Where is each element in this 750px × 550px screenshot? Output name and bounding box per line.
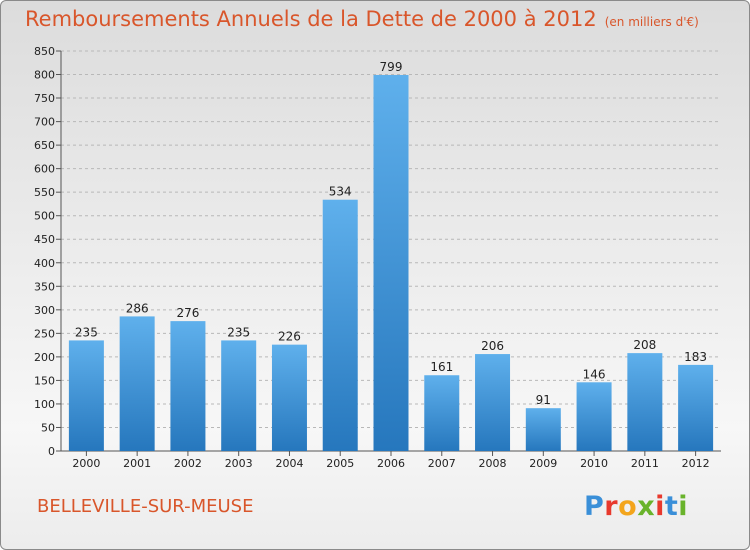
y-tick-label: 200 — [34, 351, 55, 364]
bar-2006 — [373, 75, 409, 451]
y-tick-label: 400 — [34, 257, 55, 270]
y-tick-label: 350 — [34, 280, 55, 293]
bar-2007 — [424, 375, 460, 451]
data-label-2008: 206 — [481, 339, 504, 353]
x-tick-label-2009: 2009 — [529, 457, 557, 470]
commune-name: BELLEVILLE-SUR-MEUSE — [37, 496, 254, 517]
logo-letter: o — [618, 491, 638, 522]
bar-2009 — [525, 408, 561, 451]
bar-2003 — [221, 340, 257, 451]
data-label-2010: 146 — [583, 367, 606, 381]
y-tick-label: 850 — [34, 45, 55, 58]
data-label-2003: 235 — [227, 325, 250, 339]
y-tick-label: 500 — [34, 210, 55, 223]
x-tick-label-2011: 2011 — [631, 457, 659, 470]
y-tick-label: 800 — [34, 69, 55, 82]
unit-text: (en milliers d'€) — [604, 15, 699, 29]
bar-2004 — [271, 344, 307, 451]
bar-2001 — [119, 316, 155, 451]
y-tick-label: 0 — [48, 445, 55, 458]
logo-letter: x — [637, 491, 656, 522]
x-tick-label-2008: 2008 — [479, 457, 507, 470]
logo-letter: i — [678, 491, 689, 522]
data-label-2002: 276 — [176, 306, 199, 320]
x-tick-label-2010: 2010 — [580, 457, 608, 470]
y-tick-label: 100 — [34, 398, 55, 411]
x-tick-label-2003: 2003 — [225, 457, 253, 470]
data-label-2001: 286 — [126, 301, 149, 315]
x-tick-label-2002: 2002 — [174, 457, 202, 470]
x-tick-label-2005: 2005 — [326, 457, 354, 470]
x-tick-label-2006: 2006 — [377, 457, 405, 470]
y-tick-label: 300 — [34, 304, 55, 317]
y-tick-label: 650 — [34, 139, 55, 152]
chart-title: Remboursements Annuels de la Dette de 20… — [25, 7, 699, 31]
data-label-2007: 161 — [430, 360, 453, 374]
x-tick-label-2012: 2012 — [682, 457, 710, 470]
y-tick-label: 250 — [34, 327, 55, 340]
title-text: Remboursements Annuels de la Dette de 20… — [25, 7, 597, 31]
data-label-2005: 534 — [329, 185, 352, 199]
data-label-2004: 226 — [278, 330, 301, 344]
logo-letter: r — [604, 491, 619, 522]
bar-2010 — [576, 382, 612, 451]
bar-2008 — [475, 354, 511, 451]
y-tick-label: 550 — [34, 186, 55, 199]
y-tick-label: 450 — [34, 233, 55, 246]
data-label-2000: 235 — [75, 325, 98, 339]
logo-letter: P — [584, 491, 605, 522]
y-tick-label: 750 — [34, 92, 55, 105]
y-tick-label: 50 — [41, 421, 55, 434]
y-tick-label: 150 — [34, 374, 55, 387]
x-tick-label-2004: 2004 — [275, 457, 303, 470]
data-label-2009: 91 — [536, 393, 551, 407]
proxiti-logo: Proxiti — [584, 491, 688, 522]
y-tick-label: 700 — [34, 116, 55, 129]
data-label-2012: 183 — [684, 350, 707, 364]
x-tick-label-2001: 2001 — [123, 457, 151, 470]
bar-2011 — [627, 353, 663, 451]
y-tick-label: 600 — [34, 163, 55, 176]
x-tick-label-2000: 2000 — [72, 457, 100, 470]
logo-letter: i — [655, 491, 665, 522]
logo-letter: t — [664, 491, 679, 522]
bar-2002 — [170, 321, 206, 451]
bar-2000 — [68, 340, 104, 451]
data-label-2011: 208 — [633, 338, 656, 352]
data-label-2006: 799 — [380, 60, 403, 74]
bar-2012 — [678, 364, 714, 451]
x-tick-label-2007: 2007 — [428, 457, 456, 470]
bar-2005 — [322, 199, 358, 451]
